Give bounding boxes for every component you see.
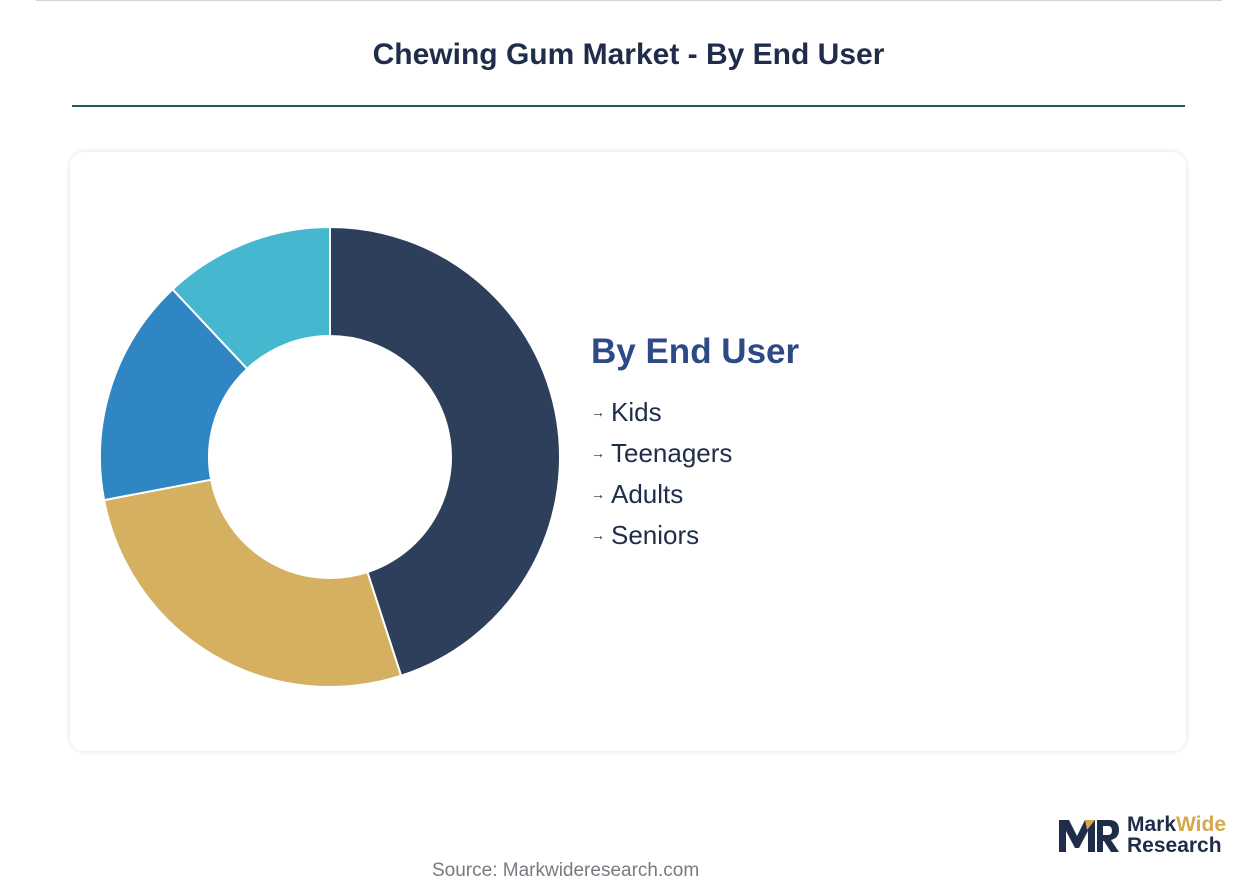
page-title: Chewing Gum Market - By End User (372, 38, 885, 71)
donut-slice-adults (100, 287, 249, 502)
donut-slice-teenagers (102, 478, 403, 687)
legend-item-seniors: → Seniors (591, 515, 799, 556)
legend-item-label: Adults (611, 479, 684, 509)
legend-item-adults: → Adults (591, 474, 799, 515)
legend-item-label: Kids (611, 397, 662, 427)
markwide-logo: MarkWide Research (1057, 814, 1243, 856)
markwide-logo-text: MarkWide Research (1127, 813, 1227, 857)
chart-card: By End User → Kids → Teenagers → Adults → Se… (70, 152, 1186, 751)
legend-item-label: Teenagers (611, 438, 733, 468)
title-divider (72, 105, 1185, 107)
legend-title: By End User (591, 332, 800, 371)
arrow-right-icon: → (591, 444, 605, 461)
markwide-logo-icon (1059, 820, 1119, 852)
source-note: Source: Markwideresearch.com (432, 860, 700, 881)
donut-chart (100, 227, 560, 687)
legend-list: → Kids → Teenagers → Adults → Seniors (591, 392, 799, 556)
donut-slice-seniors (171, 227, 331, 371)
legend-item-kids: → Kids (591, 392, 799, 433)
legend-item-label: Seniors (611, 520, 700, 550)
legend: By End User → Kids → Teenagers → Adults → Se… (591, 332, 799, 556)
top-rule (36, 0, 1222, 1)
arrow-right-icon: → (591, 403, 605, 420)
arrow-right-icon: → (591, 485, 605, 502)
donut-slice-kids (329, 227, 560, 678)
arrow-right-icon: → (591, 526, 605, 543)
legend-item-teenagers: → Teenagers (591, 433, 799, 474)
